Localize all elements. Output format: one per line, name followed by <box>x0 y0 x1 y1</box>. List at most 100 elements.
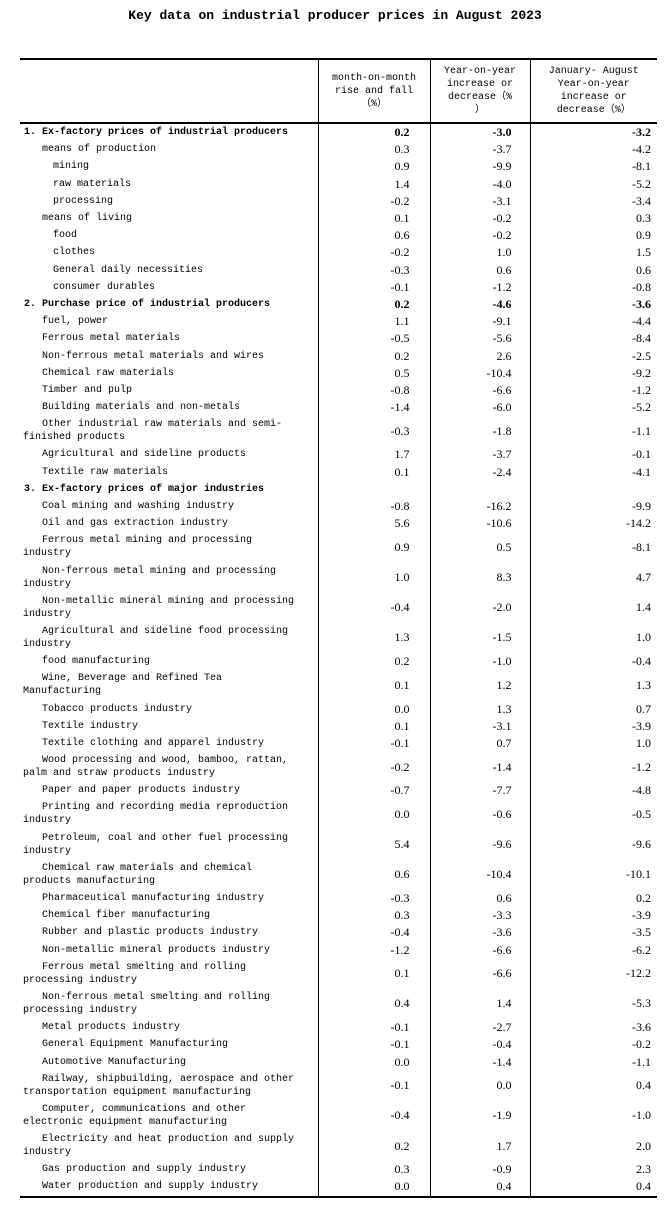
table-row: Non-ferrous metal materials and wires 0.2… <box>20 347 657 365</box>
table-row: Building materials and non-metals -1.4 -6.… <box>20 399 657 417</box>
value-cell: 0.1 <box>317 717 430 735</box>
value-cell: 0.0 <box>317 1178 430 1197</box>
value-cell: -10.4 <box>429 364 530 382</box>
value-cell: -3.3 <box>429 907 530 925</box>
table-row: Railway, shipbuilding, aerospace and oth… <box>20 1070 657 1101</box>
value-cell: 2.6 <box>429 347 530 365</box>
value-cell: -7.7 <box>429 782 530 800</box>
value-cell: -0.1 <box>529 446 657 464</box>
value-cell: -16.2 <box>429 497 530 516</box>
row-label: Ferrous metal mining and processing indu… <box>23 535 253 560</box>
value-cell: 0.3 <box>529 209 657 228</box>
value-cell: 0.9 <box>317 158 430 176</box>
value-cell: 1.5 <box>529 244 657 262</box>
value-cell: 0.1 <box>317 958 430 989</box>
value-cell: -8.4 <box>529 330 657 348</box>
row-label: Non-ferrous metal mining and processing … <box>23 565 277 590</box>
table-row: clothes -0.2 1.0 1.5 <box>20 244 657 262</box>
value-cell: -4.1 <box>529 463 657 481</box>
row-label-column-header <box>20 59 318 124</box>
value-cell: -3.0 <box>429 123 530 142</box>
row-label: Ferrous metal smelting and rolling proce… <box>23 961 247 986</box>
row-label: Water production and supply industry <box>42 1181 259 1193</box>
row-label: Gas production and supply industry <box>42 1164 247 1176</box>
value-cell: 0.5 <box>429 532 530 563</box>
value-cell: 0.1 <box>317 463 430 481</box>
value-cell: -0.4 <box>429 1036 530 1054</box>
value-cell: -4.6 <box>429 295 530 314</box>
row-label: Building materials and non-metals <box>42 402 241 414</box>
value-cell: -3.7 <box>429 446 530 464</box>
table-row: fuel, power 1.1 -9.1 -4.4 <box>20 313 657 331</box>
table-row: Timber and pulp -0.8 -6.6 -1.2 <box>20 381 657 399</box>
table-row: Paper and paper products industry -0.7 -7.… <box>20 782 657 800</box>
row-label: means of production <box>42 144 157 156</box>
value-cell: 2.0 <box>529 1131 657 1162</box>
table-row: Computer, communications and other elect… <box>20 1100 657 1131</box>
table-row: Chemical fiber manufacturing 0.3 -3.3 -3.9 <box>20 907 657 925</box>
value-cell: -0.8 <box>317 497 430 516</box>
value-cell: -5.2 <box>529 175 657 193</box>
row-label: Tobacco products industry <box>42 703 193 715</box>
table-row: Textile industry 0.1 -3.1 -3.9 <box>20 717 657 735</box>
table-row: Wine, Beverage and Refined Tea Manufactu… <box>20 670 657 701</box>
value-cell: 0.1 <box>317 670 430 701</box>
value-cell: -9.9 <box>529 497 657 516</box>
value-cell: 0.0 <box>317 700 430 718</box>
value-cell: 1.7 <box>317 446 430 464</box>
value-cell: -1.1 <box>529 416 657 447</box>
value-cell: 0.1 <box>317 209 430 228</box>
row-label: Ferrous metal materials <box>42 333 181 345</box>
value-cell: 0.9 <box>317 532 430 563</box>
value-cell: -5.3 <box>529 988 657 1020</box>
value-cell: 0.0 <box>429 1070 530 1101</box>
table-row: means of living 0.1 -0.2 0.3 <box>20 209 657 228</box>
row-label: Rubber and plastic products industry <box>42 927 259 939</box>
value-cell: -6.6 <box>429 958 530 989</box>
row-label: Coal mining and washing industry <box>42 501 235 513</box>
table-row: Ferrous metal mining and processing indu… <box>20 532 657 563</box>
value-cell: 1.3 <box>429 700 530 718</box>
value-cell: -0.3 <box>317 261 430 279</box>
value-cell: 0.7 <box>529 700 657 718</box>
value-cell: 1.4 <box>429 988 530 1020</box>
value-cell: -1.2 <box>529 381 657 399</box>
table-row: Oil and gas extraction industry 5.6 -10.6-… <box>20 515 657 533</box>
value-cell: -4.8 <box>529 782 657 800</box>
value-cell: -12.2 <box>529 958 657 989</box>
row-label: Non-ferrous metal smelting and rolling p… <box>23 991 271 1016</box>
value-cell: -1.8 <box>429 416 530 447</box>
table-row: Printing and recording media reproductio… <box>20 799 657 830</box>
value-cell: -3.9 <box>529 717 657 735</box>
table-row: Textile raw materials 0.1 -2.4 -4.1 <box>20 463 657 481</box>
value-cell: -2.7 <box>429 1019 530 1037</box>
row-label: food <box>53 230 78 242</box>
value-cell: 1.3 <box>529 670 657 701</box>
row-label: Computer, communications and other elect… <box>23 1103 247 1128</box>
value-cell: 0.2 <box>529 889 657 908</box>
row-label: Oil and gas extraction industry <box>42 518 229 530</box>
value-cell: 0.6 <box>429 261 530 279</box>
row-label: General daily necessities <box>53 264 204 276</box>
table-row: Non-metallic mineral mining and processi… <box>20 592 657 623</box>
value-cell: -5.2 <box>529 399 657 417</box>
value-cell: 0.6 <box>529 261 657 279</box>
value-cell: 0.0 <box>317 799 430 830</box>
table-row: Other industrial raw materials and semi-… <box>20 416 657 447</box>
value-cell: 1.2 <box>429 670 530 701</box>
value-cell: -0.2 <box>317 244 430 262</box>
table-row: Agricultural and sideline products 1.7 -3.… <box>20 446 657 464</box>
row-label: Petroleum, coal and other fuel processin… <box>23 832 289 857</box>
row-label: Textile industry <box>42 720 139 732</box>
value-cell <box>317 480 430 498</box>
table-row: Ferrous metal smelting and rolling proce… <box>20 958 657 989</box>
value-cell: -0.5 <box>317 330 430 348</box>
row-label: Textile raw materials <box>42 466 169 478</box>
row-label: Chemical raw materials <box>42 367 175 379</box>
table-row: Water production and supply industry 0.0 0… <box>20 1178 657 1197</box>
value-cell <box>529 480 657 498</box>
value-cell: 1.4 <box>529 592 657 623</box>
value-cell: -9.1 <box>429 313 530 331</box>
value-cell: -1.2 <box>317 941 430 959</box>
value-cell: -2.5 <box>529 347 657 365</box>
